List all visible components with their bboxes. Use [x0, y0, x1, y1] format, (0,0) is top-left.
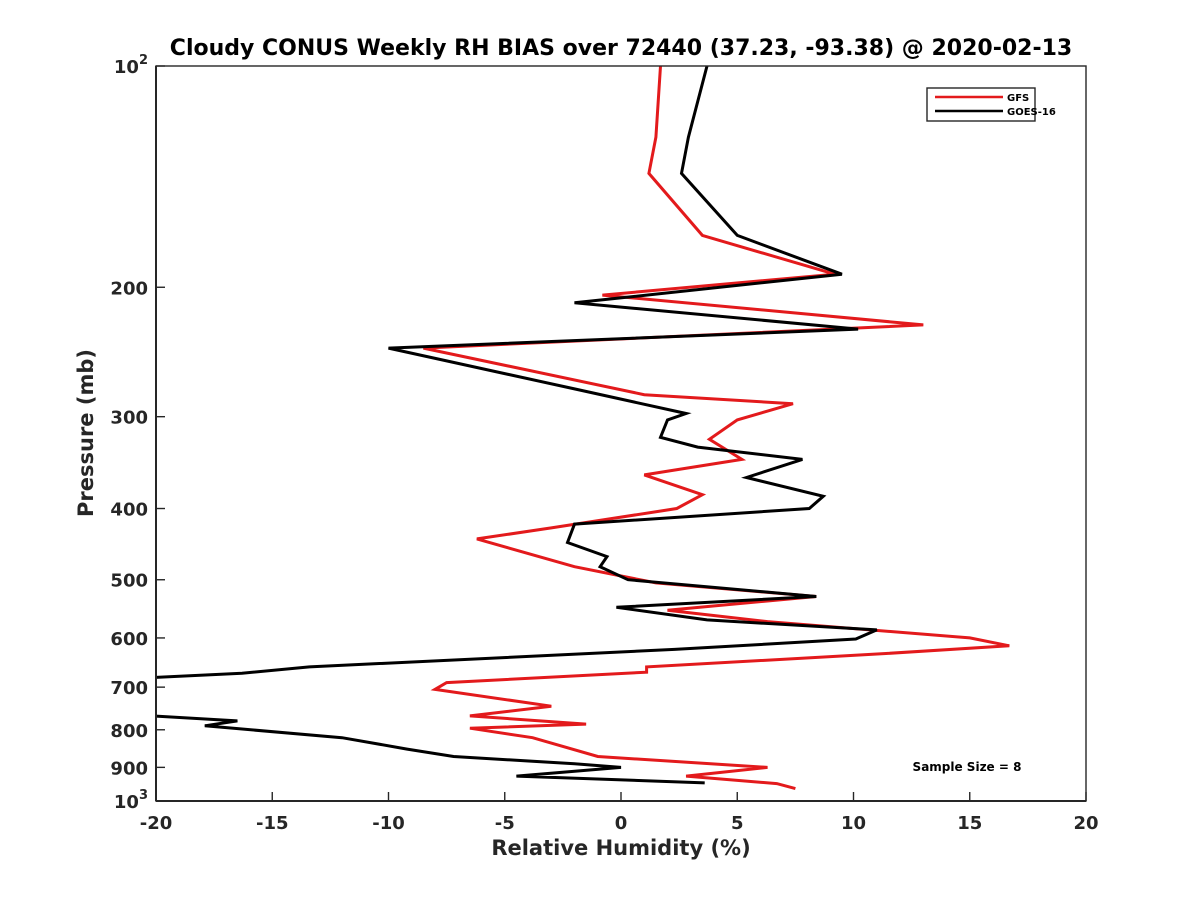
x-tick-label: -15: [256, 813, 289, 834]
x-tick-label: 15: [957, 813, 982, 834]
legend-box: [926, 87, 1036, 122]
chart-title: Cloudy CONUS Weekly RH BIAS over 72440 (…: [170, 36, 1072, 61]
y-tick-label: 900: [110, 758, 148, 779]
x-tick-label: 10: [841, 813, 866, 834]
x-tick-label: -10: [372, 813, 405, 834]
y-tick-label: 800: [110, 721, 148, 742]
x-tick-label: 20: [1073, 813, 1098, 834]
y-tick-label: 102: [114, 53, 148, 78]
y-tick-label: 300: [110, 408, 148, 429]
x-tick-label: -5: [495, 813, 515, 834]
x-tick-label: 5: [731, 813, 744, 834]
legend-label-goes-16: GOES-16: [1007, 107, 1056, 118]
y-tick-label: 700: [110, 678, 148, 699]
x-tick-label: -20: [140, 813, 173, 834]
x-tick-label: 0: [615, 813, 628, 834]
x-axis-label: Relative Humidity (%): [491, 836, 750, 860]
y-tick-label: 500: [110, 571, 148, 592]
y-tick-label: 400: [110, 500, 148, 521]
series-layer: [156, 66, 1010, 791]
series-line-goes-16: [156, 66, 878, 785]
legend-label-gfs: GFS: [1007, 93, 1029, 104]
y-axis-label: Pressure (mb): [74, 349, 98, 517]
y-tick-label: 600: [110, 629, 148, 650]
y-tick-label: 200: [110, 278, 148, 299]
sample-size-annotation: Sample Size = 8: [913, 760, 1022, 774]
x-ticks: -20 -15 -10 -5 0 5 10 15 20: [140, 792, 1099, 834]
y-tick-label: 103: [114, 788, 148, 813]
legend: GFS GOES-16: [926, 87, 1056, 122]
y-ticks: 102 200 300 400 500 600 700 800 900 103: [110, 53, 165, 813]
